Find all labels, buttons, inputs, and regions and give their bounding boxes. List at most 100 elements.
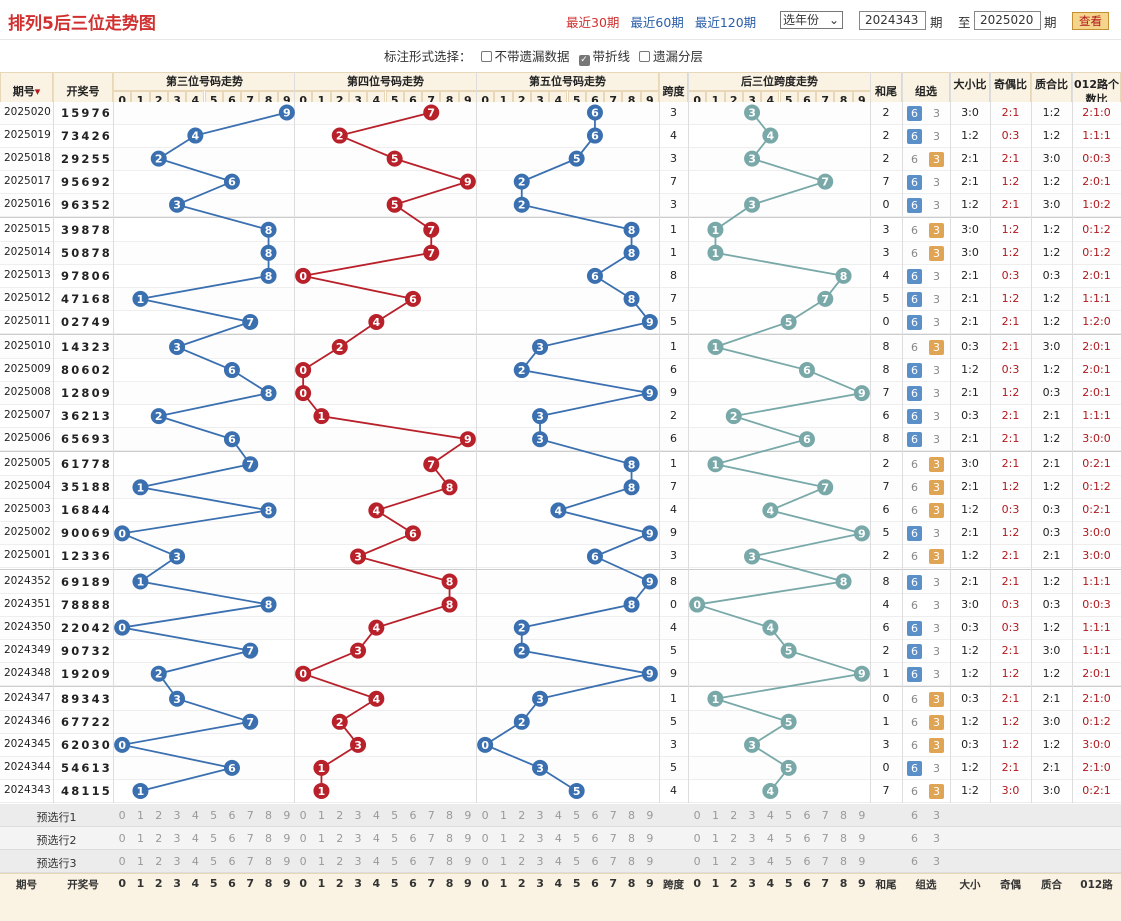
preselect-group-six[interactable]: 6 — [911, 854, 918, 868]
preselect-digit[interactable]: 5 — [391, 854, 399, 868]
preselect-digit[interactable]: 3 — [354, 854, 362, 868]
preselect-group-three[interactable]: 3 — [933, 854, 940, 868]
preselect-digit[interactable]: 6 — [591, 831, 599, 845]
preselect-digit[interactable]: 2 — [730, 831, 738, 845]
preselect-digit[interactable]: 1 — [711, 854, 719, 868]
preselect-digit[interactable]: 9 — [283, 854, 291, 868]
preselect-digit[interactable]: 1 — [317, 808, 325, 822]
preselect-digit[interactable]: 0 — [299, 831, 307, 845]
preselect-digit[interactable]: 2 — [336, 831, 344, 845]
preselect-digit[interactable]: 9 — [858, 831, 866, 845]
to-issue-input[interactable]: 2025020 — [974, 11, 1041, 30]
preselect-digit[interactable]: 6 — [228, 808, 236, 822]
preselect-digit[interactable]: 8 — [840, 854, 848, 868]
preselect-digit[interactable]: 3 — [173, 808, 181, 822]
preselect-digit[interactable]: 7 — [821, 831, 829, 845]
preselect-digit[interactable]: 4 — [372, 808, 380, 822]
preselect-digit[interactable]: 8 — [446, 808, 454, 822]
preselect-digit[interactable]: 0 — [481, 808, 489, 822]
preselect-digit[interactable]: 7 — [427, 808, 435, 822]
preselect-digit[interactable]: 7 — [609, 831, 617, 845]
preselect-digit[interactable]: 8 — [265, 854, 273, 868]
preselect-digit[interactable]: 5 — [391, 808, 399, 822]
year-select[interactable]: 选年份 ⌄ — [780, 11, 843, 29]
preselect-digit[interactable]: 9 — [646, 854, 654, 868]
preselect-digit[interactable]: 3 — [536, 854, 544, 868]
preselect-digit[interactable]: 6 — [803, 831, 811, 845]
preselect-digit[interactable]: 1 — [711, 808, 719, 822]
preselect-digit[interactable]: 5 — [210, 854, 218, 868]
sort-icon[interactable]: ▾ — [34, 85, 41, 98]
preselect-digit[interactable]: 8 — [265, 831, 273, 845]
period-link-60[interactable]: 最近60期 — [630, 15, 684, 30]
preselect-digit[interactable]: 2 — [155, 808, 163, 822]
preselect-digit[interactable]: 2 — [518, 831, 526, 845]
preselect-digit[interactable]: 7 — [609, 854, 617, 868]
preselect-digit[interactable]: 6 — [228, 854, 236, 868]
preselect-digit[interactable]: 7 — [246, 808, 254, 822]
preselect-group-three[interactable]: 3 — [933, 808, 940, 822]
preselect-digit[interactable]: 3 — [748, 854, 756, 868]
preselect-digit[interactable]: 0 — [299, 808, 307, 822]
preselect-digit[interactable]: 0 — [481, 831, 489, 845]
preselect-digit[interactable]: 1 — [317, 854, 325, 868]
preselect-digit[interactable]: 5 — [573, 808, 581, 822]
preselect-digit[interactable]: 7 — [821, 854, 829, 868]
preselect-digit[interactable]: 0 — [481, 854, 489, 868]
preselect-digit[interactable]: 2 — [518, 808, 526, 822]
preselect-digit[interactable]: 5 — [573, 854, 581, 868]
preselect-digit[interactable]: 5 — [785, 808, 793, 822]
preselect-digit[interactable]: 2 — [518, 854, 526, 868]
preselect-digit[interactable]: 3 — [173, 854, 181, 868]
preselect-digit[interactable]: 6 — [228, 831, 236, 845]
preselect-digit[interactable]: 8 — [446, 831, 454, 845]
preselect-digit[interactable]: 4 — [372, 854, 380, 868]
preselect-digit[interactable]: 7 — [246, 831, 254, 845]
preselect-digit[interactable]: 8 — [628, 854, 636, 868]
preselect-digit[interactable]: 3 — [536, 808, 544, 822]
preselect-digit[interactable]: 4 — [372, 831, 380, 845]
preselect-digit[interactable]: 5 — [210, 831, 218, 845]
preselect-digit[interactable]: 9 — [283, 808, 291, 822]
preselect-digit[interactable]: 9 — [464, 831, 472, 845]
preselect-digit[interactable]: 8 — [840, 831, 848, 845]
preselect-digit[interactable]: 8 — [446, 854, 454, 868]
preselect-digit[interactable]: 0 — [693, 854, 701, 868]
preselect-digit[interactable]: 2 — [336, 808, 344, 822]
checkbox-polyline[interactable]: ✓ — [578, 55, 590, 66]
preselect-digit[interactable]: 6 — [409, 831, 417, 845]
preselect-digit[interactable]: 1 — [499, 831, 507, 845]
preselect-digit[interactable]: 9 — [646, 831, 654, 845]
preselect-digit[interactable]: 9 — [858, 854, 866, 868]
preselect-digit[interactable]: 6 — [591, 808, 599, 822]
preselect-digit[interactable]: 0 — [693, 808, 701, 822]
preselect-digit[interactable]: 0 — [693, 831, 701, 845]
preselect-digit[interactable]: 3 — [173, 831, 181, 845]
preselect-digit[interactable]: 3 — [354, 808, 362, 822]
preselect-digit[interactable]: 4 — [191, 808, 199, 822]
preselect-digit[interactable]: 0 — [118, 831, 126, 845]
preselect-digit[interactable]: 6 — [409, 808, 417, 822]
preselect-digit[interactable]: 4 — [766, 808, 774, 822]
preselect-digit[interactable]: 2 — [730, 854, 738, 868]
preselect-digit[interactable]: 4 — [554, 808, 562, 822]
preselect-digit[interactable]: 1 — [711, 831, 719, 845]
preselect-digit[interactable]: 9 — [283, 831, 291, 845]
preselect-digit[interactable]: 5 — [785, 831, 793, 845]
preselect-digit[interactable]: 7 — [609, 808, 617, 822]
preselect-group-six[interactable]: 6 — [911, 831, 918, 845]
preselect-digit[interactable]: 9 — [858, 808, 866, 822]
preselect-digit[interactable]: 0 — [299, 854, 307, 868]
preselect-digit[interactable]: 8 — [628, 831, 636, 845]
preselect-digit[interactable]: 3 — [748, 808, 756, 822]
preselect-digit[interactable]: 5 — [210, 808, 218, 822]
query-button[interactable]: 查看 — [1072, 12, 1109, 30]
preselect-digit[interactable]: 9 — [464, 808, 472, 822]
preselect-digit[interactable]: 7 — [821, 808, 829, 822]
preselect-digit[interactable]: 4 — [766, 854, 774, 868]
preselect-digit[interactable]: 1 — [136, 854, 144, 868]
preselect-digit[interactable]: 4 — [554, 831, 562, 845]
preselect-digit[interactable]: 8 — [265, 808, 273, 822]
preselect-digit[interactable]: 0 — [118, 854, 126, 868]
preselect-digit[interactable]: 1 — [499, 808, 507, 822]
